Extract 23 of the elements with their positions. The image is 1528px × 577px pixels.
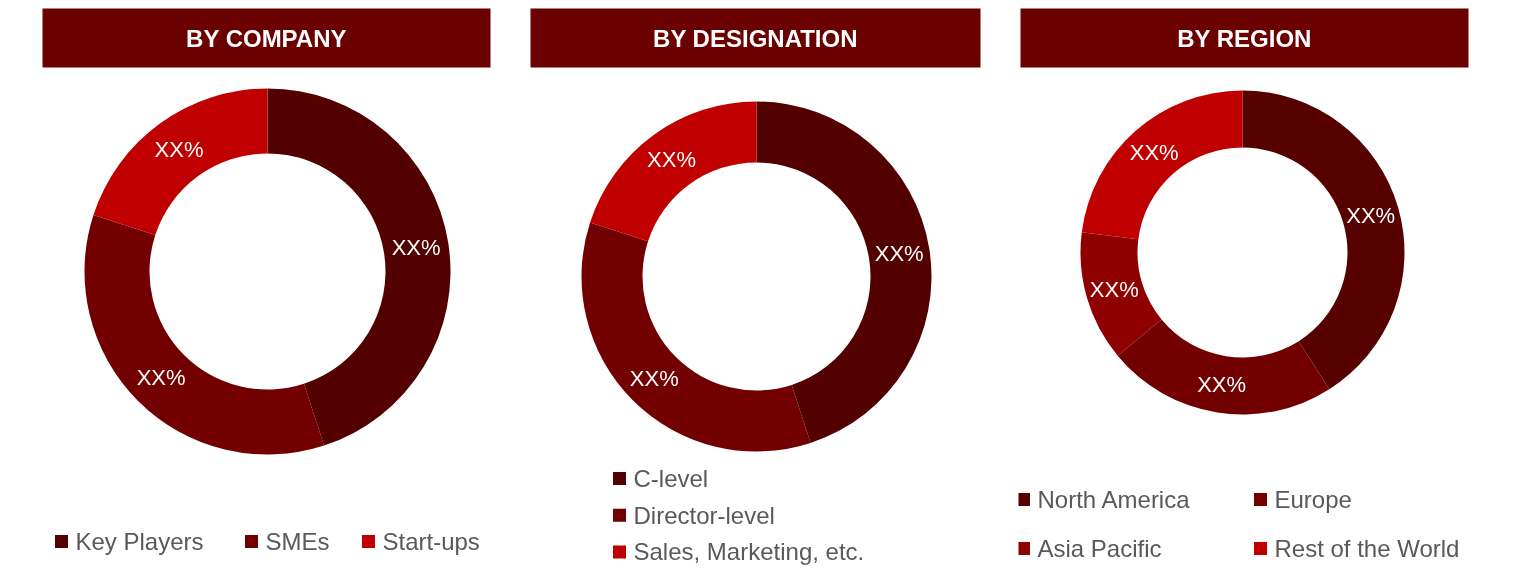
legend-label: Key Players <box>75 528 204 555</box>
data-label: XX% <box>1197 371 1247 397</box>
legend-label: Start-ups <box>382 528 480 555</box>
legend-label: Rest of the World <box>1274 535 1460 562</box>
legend-label: Sales, Marketing, etc. <box>633 538 865 566</box>
data-label: XX% <box>154 137 204 163</box>
legend-label: C-level <box>633 465 709 492</box>
data-label: XX% <box>136 365 186 391</box>
data-label: XX% <box>647 147 697 173</box>
legend-label: Asia Pacific <box>1037 535 1162 562</box>
legend-label: Europe <box>1274 486 1352 513</box>
data-label: XX% <box>1346 202 1396 228</box>
legend-label: SMEs <box>265 528 330 555</box>
chart-title: BY REGION <box>1177 24 1312 52</box>
data-label: XX% <box>391 235 441 261</box>
data-label: XX% <box>1129 139 1179 165</box>
legend-label: Director-level <box>633 501 775 529</box>
data-label: XX% <box>874 241 924 267</box>
legend-label: North America <box>1037 486 1191 513</box>
data-label: XX% <box>1089 277 1139 303</box>
data-label: XX% <box>629 366 679 392</box>
chart-title: BY DESIGNATION <box>653 24 858 52</box>
chart-title: BY COMPANY <box>186 24 347 52</box>
